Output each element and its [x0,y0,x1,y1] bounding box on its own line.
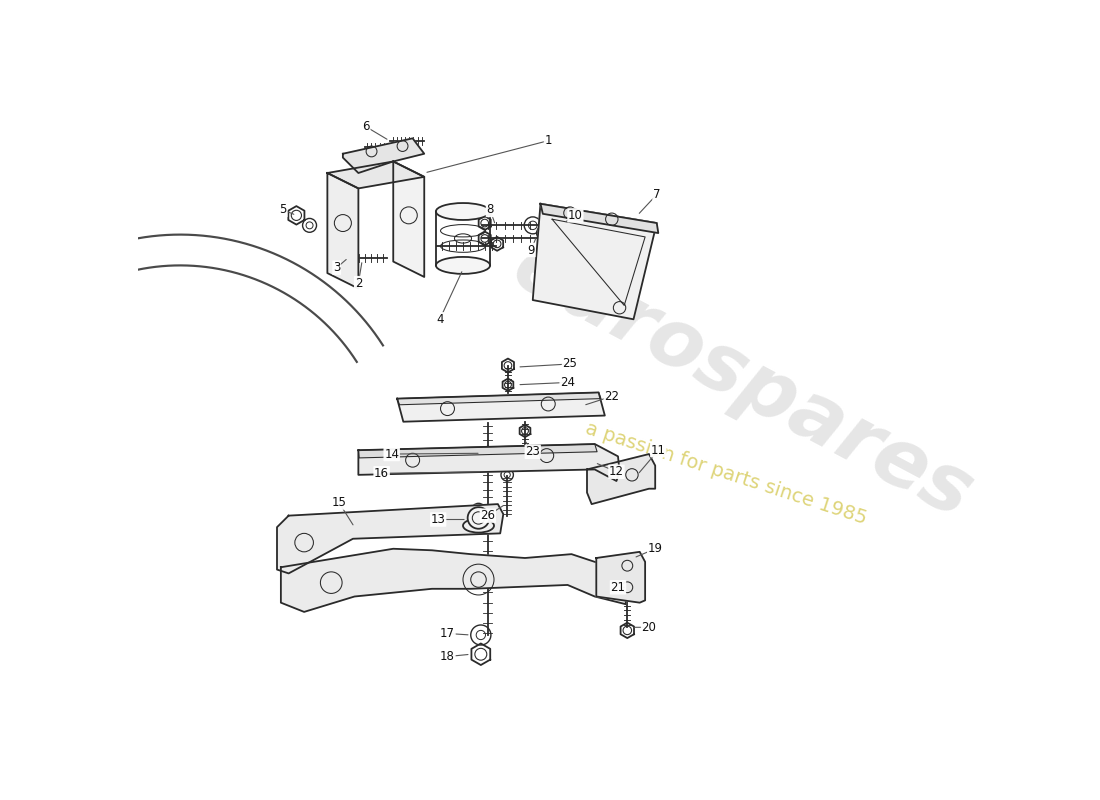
Text: 20: 20 [641,621,657,634]
Polygon shape [397,393,605,422]
Text: 23: 23 [526,446,540,458]
Polygon shape [328,162,425,188]
Text: 16: 16 [374,467,389,480]
Text: 25: 25 [562,358,578,370]
Ellipse shape [436,203,491,220]
Polygon shape [359,444,619,481]
Text: 4: 4 [436,313,443,326]
Polygon shape [359,444,597,458]
Text: 6: 6 [362,120,370,134]
Ellipse shape [468,507,490,529]
Text: 10: 10 [568,209,583,222]
Ellipse shape [463,518,494,533]
Text: 22: 22 [604,390,619,403]
Polygon shape [397,393,601,405]
Text: 21: 21 [610,581,626,594]
Text: 15: 15 [331,496,346,509]
Text: 26: 26 [481,509,495,522]
Text: 18: 18 [440,650,455,663]
Text: 5: 5 [279,203,287,217]
Text: 8: 8 [486,203,494,217]
Text: 1: 1 [544,134,552,147]
Polygon shape [328,173,359,289]
Polygon shape [540,204,658,233]
Text: eurospares: eurospares [499,227,984,535]
Text: 17: 17 [440,627,455,640]
Polygon shape [280,549,626,612]
Text: 9: 9 [528,243,535,257]
Polygon shape [596,552,645,602]
Text: 2: 2 [354,277,362,290]
Ellipse shape [436,257,491,274]
Text: 3: 3 [333,262,340,274]
Text: 13: 13 [431,513,446,526]
Text: 11: 11 [651,444,666,457]
Polygon shape [343,138,425,173]
Polygon shape [277,504,504,574]
Text: 19: 19 [648,542,662,555]
Polygon shape [532,204,657,319]
Text: 14: 14 [384,447,399,461]
Polygon shape [394,162,425,277]
Text: 12: 12 [609,466,624,478]
Text: a passion for parts since 1985: a passion for parts since 1985 [583,418,870,528]
Polygon shape [587,454,656,504]
Text: 24: 24 [560,376,575,389]
Text: 7: 7 [653,188,660,201]
